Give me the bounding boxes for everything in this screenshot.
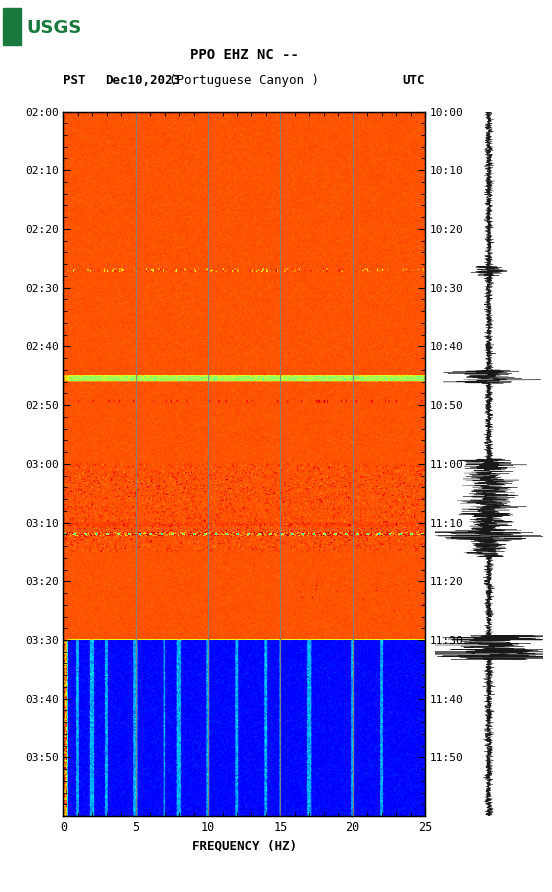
- Text: USGS: USGS: [26, 19, 81, 37]
- Text: (Portuguese Canyon ): (Portuguese Canyon ): [169, 73, 319, 87]
- Bar: [3, 8, 22, 45]
- Text: PST: PST: [63, 73, 86, 87]
- Text: UTC: UTC: [402, 73, 425, 87]
- X-axis label: FREQUENCY (HZ): FREQUENCY (HZ): [192, 839, 297, 853]
- Text: PPO EHZ NC --: PPO EHZ NC --: [190, 48, 299, 62]
- Text: Dec10,2023: Dec10,2023: [105, 73, 180, 87]
